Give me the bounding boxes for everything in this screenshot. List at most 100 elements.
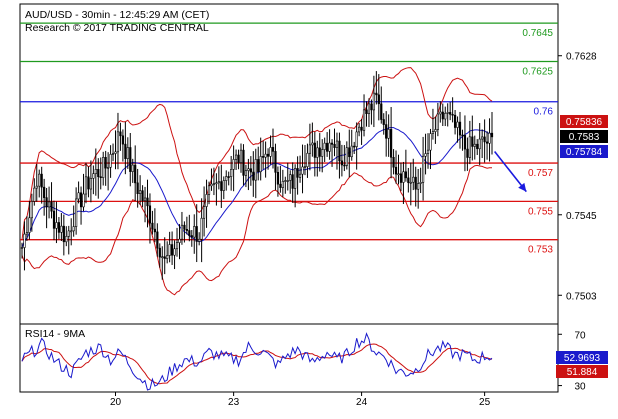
price-tick-label-2: 0.7503 <box>566 291 597 302</box>
candle-body-182 <box>468 136 471 158</box>
candle-body-53 <box>151 222 154 230</box>
candle-body-131 <box>343 164 346 167</box>
candle-body-185 <box>476 143 479 150</box>
candle-body-187 <box>481 136 484 140</box>
candle-body-23 <box>77 192 80 200</box>
candle-body-34 <box>104 157 107 169</box>
time-tick-label-3: 25 <box>479 397 491 408</box>
candle-body-106 <box>281 180 284 188</box>
candle-body-88 <box>237 154 240 163</box>
candle-body-45 <box>131 164 134 172</box>
candle-body-95 <box>254 159 257 181</box>
candle-body-0 <box>20 247 24 249</box>
candle-body-181 <box>466 148 469 158</box>
candle-body-67 <box>185 229 188 231</box>
candle-body-127 <box>333 144 336 148</box>
bollinger-upper <box>21 67 493 240</box>
candle-body-115 <box>303 166 307 169</box>
candle-body-171 <box>441 111 444 120</box>
candle-body-83 <box>225 176 228 181</box>
candle-body-1 <box>23 233 26 248</box>
candle-body-2 <box>25 232 29 235</box>
candle-body-135 <box>353 145 356 148</box>
candle-body-17 <box>62 225 65 243</box>
candle-body-137 <box>358 126 361 133</box>
candle-body-98 <box>262 156 265 158</box>
price-tag-box-2 <box>560 145 608 158</box>
candle-body-101 <box>269 147 272 157</box>
candle-body-138 <box>360 126 363 131</box>
candle-body-100 <box>266 153 270 157</box>
candle-body-56 <box>158 247 161 258</box>
forecast-arrow <box>493 151 527 193</box>
candle-body-158 <box>409 181 412 184</box>
candle-body-152 <box>394 166 398 175</box>
level-label-0: 0.7645 <box>522 28 553 39</box>
candle-body-21 <box>72 226 75 232</box>
candle-body-144 <box>375 92 378 96</box>
candle-body-150 <box>390 129 393 158</box>
candle-body-180 <box>463 135 467 150</box>
candle-body-33 <box>102 157 105 178</box>
candle-body-28 <box>89 178 93 190</box>
candle-body-73 <box>200 217 203 240</box>
candle-body-11 <box>47 201 51 208</box>
candle-body-97 <box>259 156 262 173</box>
candle-body-130 <box>340 160 343 166</box>
candle-body-20 <box>70 230 73 233</box>
candle-body-119 <box>313 142 316 158</box>
candle-body-186 <box>478 138 481 150</box>
candle-body-40 <box>119 131 122 137</box>
candle-body-126 <box>330 142 334 145</box>
candle-body-151 <box>392 157 395 168</box>
candle-body-93 <box>249 168 252 173</box>
candle-body-68 <box>188 230 191 236</box>
candle-body-103 <box>274 151 277 173</box>
candle-body-81 <box>220 181 223 191</box>
candle-body-129 <box>338 140 341 162</box>
candle-body-163 <box>421 155 425 183</box>
candle-body-94 <box>252 171 255 181</box>
rsi-line <box>21 332 493 391</box>
rsi-axis: 70 30 52.9693 51.884 <box>556 330 608 393</box>
candle-body-117 <box>308 144 312 154</box>
candle-body-90 <box>242 149 245 176</box>
candle-body-178 <box>458 121 462 136</box>
candle-body-8 <box>40 173 43 188</box>
chart-header-title: AUD/USD - 30min - 12:45:29 AM (CET) <box>25 9 209 21</box>
candle-body-10 <box>45 197 48 208</box>
candle-body-71 <box>195 226 198 242</box>
candle-body-79 <box>215 182 218 185</box>
candle-body-177 <box>456 121 459 128</box>
candle-body-96 <box>257 159 260 173</box>
candle-body-143 <box>372 92 375 111</box>
candle-body-146 <box>380 103 383 120</box>
candle-body-141 <box>367 103 371 115</box>
bollinger-bands <box>21 67 493 296</box>
candle-body-169 <box>436 113 439 130</box>
candle-body-75 <box>205 194 208 207</box>
candle-body-37 <box>111 153 115 155</box>
candle-body-85 <box>230 169 233 177</box>
rsi-panel <box>19 323 559 393</box>
moving-average-line <box>21 126 493 248</box>
candle-body-162 <box>419 182 422 184</box>
candle-body-5 <box>33 187 36 202</box>
candle-body-154 <box>399 173 403 183</box>
forecast-arrow-shaft <box>493 151 527 193</box>
candle-body-6 <box>35 185 38 189</box>
candle-body-155 <box>402 171 405 183</box>
candle-body-7 <box>38 173 41 187</box>
candle-body-41 <box>121 135 124 145</box>
rsi-tick-label-0: 70 <box>574 330 586 341</box>
candle-body-4 <box>30 201 33 219</box>
price-tags: 0.75836 0.7583 0.75784 <box>560 115 608 158</box>
candle-body-16 <box>60 225 63 233</box>
time-tick-label-2: 24 <box>356 397 368 408</box>
candle-body-31 <box>97 169 100 178</box>
candle-body-43 <box>126 147 129 159</box>
time-tick-label-0: 20 <box>110 397 122 408</box>
candle-body-112 <box>296 168 299 178</box>
candle-body-175 <box>451 113 454 116</box>
candle-body-161 <box>417 183 420 190</box>
